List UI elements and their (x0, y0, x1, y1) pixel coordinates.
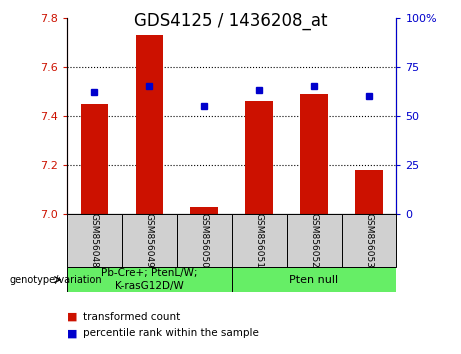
Bar (355, 170, 383, 214)
Text: genotype/variation: genotype/variation (9, 275, 102, 285)
Text: GSM856049: GSM856049 (145, 213, 154, 268)
Bar (136, 35, 163, 214)
Text: ■: ■ (67, 312, 77, 322)
Bar (245, 101, 273, 214)
Bar (67, 214, 122, 267)
Bar (342, 214, 396, 267)
Bar (122, 214, 177, 267)
Bar (81, 104, 108, 214)
Text: Pten null: Pten null (290, 275, 339, 285)
Bar (231, 267, 396, 292)
Text: GSM856050: GSM856050 (200, 213, 209, 268)
Text: GSM856052: GSM856052 (309, 213, 319, 268)
Bar (300, 94, 328, 214)
Text: percentile rank within the sample: percentile rank within the sample (83, 329, 259, 338)
Bar (67, 267, 231, 292)
Text: GDS4125 / 1436208_at: GDS4125 / 1436208_at (134, 12, 327, 30)
Bar (177, 214, 231, 267)
Bar (231, 214, 287, 267)
Text: GSM856048: GSM856048 (90, 213, 99, 268)
Text: ■: ■ (67, 329, 77, 338)
Text: GSM856053: GSM856053 (365, 213, 373, 268)
Text: Pb-Cre+; PtenL/W;
K-rasG12D/W: Pb-Cre+; PtenL/W; K-rasG12D/W (101, 268, 197, 291)
Bar (190, 207, 218, 214)
Text: transformed count: transformed count (83, 312, 180, 322)
Text: GSM856051: GSM856051 (254, 213, 264, 268)
Bar (287, 214, 342, 267)
